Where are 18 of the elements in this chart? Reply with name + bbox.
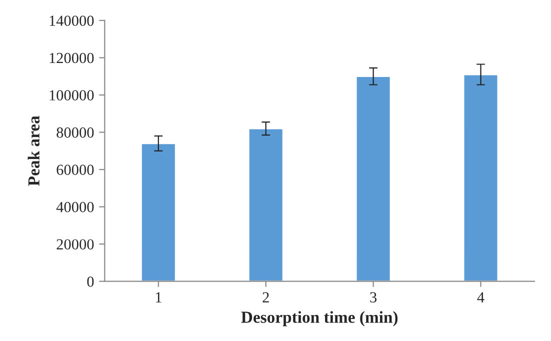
y-tick-label: 0: [87, 276, 94, 287]
x-tick-label: 3: [370, 292, 377, 302]
y-tick-label: 80000: [56, 127, 94, 138]
y-tick-label: 60000: [56, 164, 94, 175]
y-axis-title: Peak area: [28, 116, 40, 186]
bar: [462, 74, 499, 282]
x-tick-label: 4: [477, 292, 484, 302]
x-tick-label: 1: [156, 292, 162, 302]
y-tick-label: 100000: [50, 90, 94, 100]
y-tick-label: 120000: [50, 52, 94, 64]
x-axis-title: Desorption time (min): [241, 311, 398, 326]
y-tick-label: 40000: [56, 202, 94, 212]
bar: [248, 128, 284, 282]
y-tick-label: 140000: [50, 16, 94, 26]
bar: [355, 76, 392, 282]
x-tick-label: 2: [262, 292, 269, 302]
bar: [140, 142, 176, 282]
y-tick-label: 20000: [56, 239, 94, 250]
